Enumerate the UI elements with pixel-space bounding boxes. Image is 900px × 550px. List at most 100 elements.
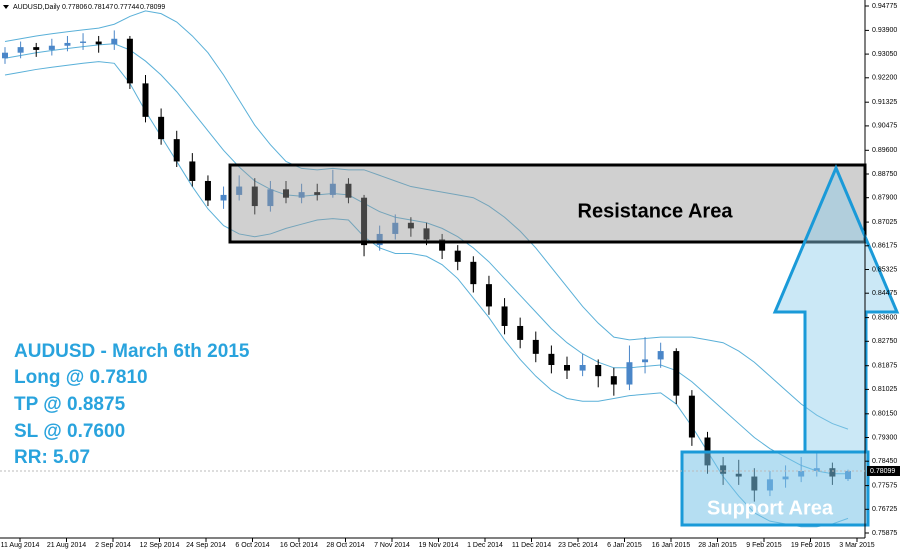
x-tick-label: 12 Sep 2014 xyxy=(140,542,180,549)
candle-body xyxy=(236,186,243,195)
note: Long @ 0.7810 xyxy=(14,367,148,388)
candle-body xyxy=(439,239,446,251)
x-tick-label: 1 Dec 2014 xyxy=(467,542,503,549)
resistance-label: Resistance Area xyxy=(578,200,734,222)
candle-body xyxy=(610,376,617,385)
header-values: 0.77806 0.78147 0.77744 0.78099 xyxy=(62,4,165,11)
header-value: 0.78099 xyxy=(140,4,165,11)
x-tick-label: 28 Oct 2014 xyxy=(326,542,364,549)
x-tick-label: 19 Feb 2015 xyxy=(791,542,830,549)
candle-body xyxy=(283,189,289,198)
candle-body xyxy=(329,183,336,195)
candle-body xyxy=(17,47,24,53)
note: TP @ 0.8875 xyxy=(14,394,126,415)
candle-body xyxy=(158,116,165,140)
note: RR: 5.07 xyxy=(14,447,90,468)
candle-body xyxy=(470,261,477,285)
header-symbol: AUDUSD,Daily xyxy=(13,4,61,11)
candle-body xyxy=(579,365,586,371)
x-tick-label: 16 Oct 2014 xyxy=(280,542,318,549)
candle-body xyxy=(267,189,274,207)
candle-body xyxy=(80,41,87,43)
header-value: 0.77744 xyxy=(114,4,139,11)
y-tick-label: 0.85325 xyxy=(872,266,897,273)
y-tick-label: 0.87900 xyxy=(872,195,897,202)
x-tick-label: 6 Jan 2015 xyxy=(607,542,642,549)
x-tick-label: 24 Sep 2014 xyxy=(186,542,226,549)
x-tick-label: 2 Sep 2014 xyxy=(95,542,131,549)
y-tick-label: 0.81875 xyxy=(872,363,897,370)
candle-body xyxy=(548,353,555,366)
y-tick-label: 0.75875 xyxy=(872,530,897,537)
candle-body xyxy=(220,194,227,201)
y-tick-label: 0.93900 xyxy=(872,27,897,34)
y-tick-label: 0.78450 xyxy=(872,458,897,465)
candle-body xyxy=(673,351,680,396)
y-tick-label: 0.76725 xyxy=(872,506,897,513)
last-price-box xyxy=(867,465,900,476)
candle-body xyxy=(345,183,352,198)
candle-body xyxy=(204,180,211,201)
y-tick-label: 0.79300 xyxy=(872,434,897,441)
y-tick-label: 0.91325 xyxy=(872,99,897,106)
y-tick-label: 0.77575 xyxy=(872,482,897,489)
candle-body xyxy=(626,362,633,385)
x-tick-label: 11 Aug 2014 xyxy=(1,542,40,549)
candle-body xyxy=(111,38,118,45)
menu-arrow xyxy=(3,5,9,9)
candle-body xyxy=(532,339,539,354)
x-tick-label: 3 Mar 2015 xyxy=(839,542,875,549)
candle-body xyxy=(33,47,40,50)
candle-body xyxy=(2,52,8,59)
y-tick-label: 0.82750 xyxy=(872,338,897,345)
plot xyxy=(2,10,851,528)
x-tick-label: 7 Nov 2014 xyxy=(374,542,410,549)
candle-body xyxy=(564,365,570,371)
y-tick-label: 0.86175 xyxy=(872,243,897,250)
candle-body xyxy=(407,222,414,229)
note: SL @ 0.7600 xyxy=(14,421,125,442)
candle-body xyxy=(595,365,602,377)
last-price-label: 0.78099 xyxy=(870,468,895,475)
candle-body xyxy=(485,284,492,307)
candle-body xyxy=(189,161,196,181)
candle-body xyxy=(361,197,368,246)
x-tick-label: 21 Aug 2014 xyxy=(47,542,86,549)
candle-body xyxy=(314,192,321,195)
candle-body xyxy=(657,351,664,360)
candle-body xyxy=(392,222,399,234)
y-tick-label: 0.93050 xyxy=(872,51,897,58)
x-tick-label: 16 Jan 2015 xyxy=(652,542,691,549)
candle-body xyxy=(126,38,133,84)
target-arrow xyxy=(772,164,900,454)
x-tick-label: 6 Oct 2014 xyxy=(235,542,269,549)
candle-body xyxy=(688,395,695,438)
x-tick-label: 9 Feb 2015 xyxy=(746,542,782,549)
support-label: Support Area xyxy=(707,497,834,519)
y-tick-label: 0.87025 xyxy=(872,219,897,226)
header-value: 0.78147 xyxy=(88,4,113,11)
candle-body xyxy=(376,233,383,246)
resistance-box xyxy=(228,163,867,244)
x-tick-label: 23 Dec 2014 xyxy=(558,542,598,549)
y-tick-label: 0.92200 xyxy=(872,75,897,82)
y-tick-label: 0.94775 xyxy=(872,3,897,10)
candle-body xyxy=(142,83,149,117)
y-tick-label: 0.84475 xyxy=(872,290,897,297)
y-tick-label: 0.88750 xyxy=(872,171,897,178)
candle-body xyxy=(173,139,180,162)
candle-body xyxy=(423,228,430,240)
candle-body xyxy=(298,192,305,198)
x-tick-label: 19 Nov 2014 xyxy=(419,542,459,549)
y-tick-label: 0.81025 xyxy=(872,386,897,393)
band-upper xyxy=(4,10,849,430)
support-box xyxy=(680,450,870,527)
candle-body xyxy=(64,42,71,46)
candle-body xyxy=(501,306,508,326)
y-tick-label: 0.83600 xyxy=(872,314,897,321)
candle-body xyxy=(48,45,55,50)
y-tick-label: 0.89600 xyxy=(872,147,897,154)
y-tick-label: 0.80150 xyxy=(872,411,897,418)
